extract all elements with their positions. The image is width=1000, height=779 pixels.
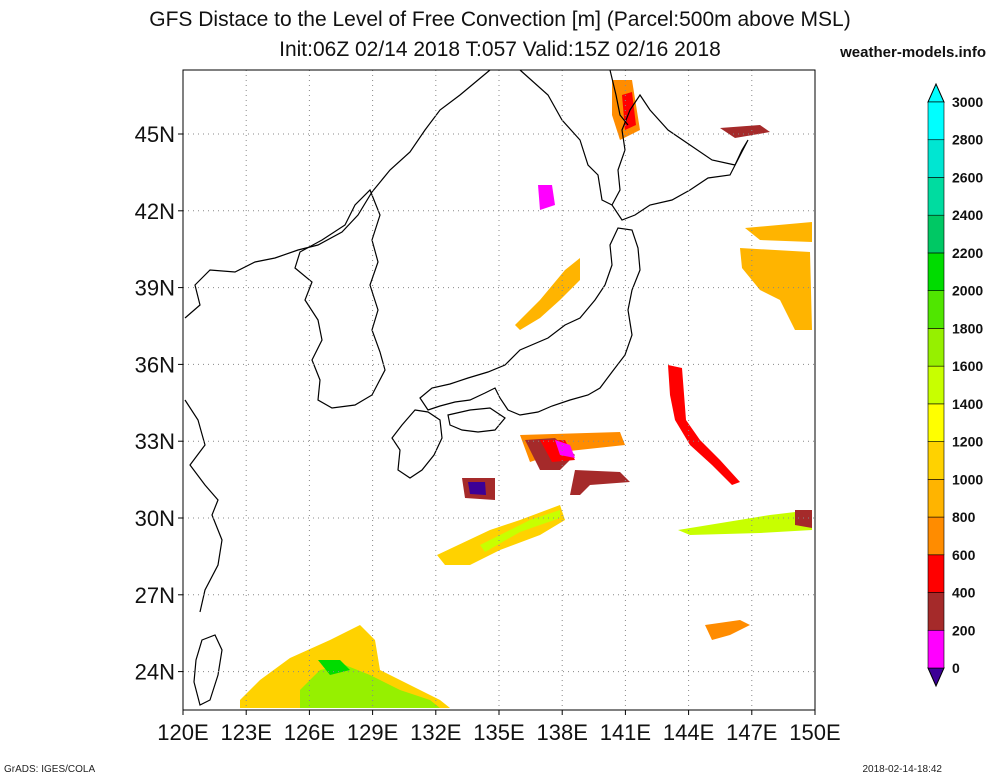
title-line-2: Init:06Z 02/14 2018 T:057 Valid:15Z 02/1… bbox=[279, 38, 721, 61]
lat-tick-label: 39N bbox=[135, 276, 175, 301]
lon-tick-label: 141E bbox=[600, 720, 651, 745]
lfc-patch bbox=[480, 510, 560, 552]
colorbar-label: 1400 bbox=[952, 396, 983, 412]
colorbar-label: 1200 bbox=[952, 434, 983, 450]
lfc-patch bbox=[468, 482, 486, 495]
lon-tick-label: 138E bbox=[537, 720, 588, 745]
lfc-patch bbox=[570, 470, 630, 495]
colorbar-label: 600 bbox=[952, 547, 976, 563]
colorbar-label: 1000 bbox=[952, 471, 983, 487]
lfc-patch bbox=[515, 258, 580, 330]
lfc-patch bbox=[555, 440, 575, 458]
colorbar-segment bbox=[927, 479, 945, 518]
footer-credit: GrADS: IGES/COLA bbox=[4, 764, 96, 775]
colorbar-segment bbox=[927, 177, 945, 216]
lon-tick-label: 120E bbox=[157, 720, 208, 745]
coast-china-south bbox=[184, 399, 223, 613]
lfc-field bbox=[240, 80, 812, 708]
colorbar-segment bbox=[927, 290, 945, 329]
lon-tick-label: 126E bbox=[284, 720, 335, 745]
colorbar-segment bbox=[927, 403, 945, 442]
colorbar-label: 2800 bbox=[952, 132, 983, 148]
lon-tick-label: 135E bbox=[473, 720, 524, 745]
colorbar-label: 400 bbox=[952, 585, 976, 601]
coast-taiwan bbox=[193, 634, 223, 706]
coast-honshu bbox=[419, 227, 641, 416]
colorbar-label: 2200 bbox=[952, 245, 983, 261]
colorbar: 0 200 400 600 800 1000 1200 1400 1600 1800 2000 220… bbox=[927, 82, 983, 688]
lat-tick-label: 30N bbox=[135, 506, 175, 531]
colorbar-under-arrow bbox=[927, 667, 945, 688]
lon-tick-label: 144E bbox=[663, 720, 714, 745]
colorbar-segment bbox=[927, 328, 945, 367]
colorbar-label: 200 bbox=[952, 622, 976, 638]
lfc-patch bbox=[740, 248, 812, 330]
site-label: weather-models.info bbox=[840, 44, 986, 61]
lfc-patch bbox=[678, 510, 812, 535]
colorbar-label: 0 bbox=[952, 660, 960, 676]
coastlines bbox=[184, 69, 749, 706]
lon-tick-label: 147E bbox=[726, 720, 777, 745]
lon-tick-label: 150E bbox=[789, 720, 840, 745]
colorbar-label: 1800 bbox=[952, 320, 983, 336]
lat-tick-label: 24N bbox=[135, 660, 175, 685]
lfc-patch bbox=[668, 365, 740, 485]
coast-kyushu bbox=[391, 409, 443, 479]
coast-korea bbox=[294, 188, 386, 409]
lfc-patch bbox=[318, 660, 350, 675]
lon-axis: 120E 123E 126E 129E 132E 135E 138E 141E 144E 147E… bbox=[157, 710, 841, 745]
colorbar-segment bbox=[927, 516, 945, 556]
footer-timestamp: 2018-02-14-18:42 bbox=[862, 764, 942, 775]
colorbar-label: 2400 bbox=[952, 207, 983, 223]
coast-hokkaido bbox=[611, 93, 749, 221]
colorbar-label: 3000 bbox=[952, 94, 983, 110]
colorbar-label: 2600 bbox=[952, 169, 983, 185]
lfc-patch bbox=[300, 665, 440, 708]
lfc-patch bbox=[720, 125, 770, 138]
lat-axis: 24N 27N 30N 33N 36N 39N 42N 45N bbox=[135, 122, 183, 685]
colorbar-label: 2000 bbox=[952, 283, 983, 299]
lon-tick-label: 129E bbox=[347, 720, 398, 745]
grid-lines bbox=[183, 70, 815, 710]
colorbar-segment bbox=[927, 214, 945, 254]
colorbar-segment bbox=[927, 101, 945, 141]
title-line-1: GFS Distace to the Level of Free Convect… bbox=[149, 8, 851, 31]
colorbar-label: 800 bbox=[952, 509, 976, 525]
lat-tick-label: 45N bbox=[135, 122, 175, 147]
lfc-patch bbox=[745, 222, 812, 242]
colorbar-segment bbox=[927, 629, 945, 669]
coast-shikoku bbox=[447, 407, 506, 433]
lfc-patch bbox=[795, 510, 812, 528]
lat-tick-label: 27N bbox=[135, 583, 175, 608]
colorbar-over-arrow bbox=[927, 82, 945, 103]
lon-tick-label: 123E bbox=[221, 720, 272, 745]
lfc-patch bbox=[705, 620, 750, 640]
coast-sakhalin bbox=[609, 69, 629, 126]
colorbar-segment bbox=[927, 441, 945, 480]
colorbar-segment bbox=[927, 365, 945, 405]
lfc-patch bbox=[538, 185, 555, 210]
lat-tick-label: 42N bbox=[135, 199, 175, 224]
colorbar-label: 1600 bbox=[952, 358, 983, 374]
lon-tick-label: 132E bbox=[410, 720, 461, 745]
colorbar-segment bbox=[927, 554, 945, 593]
colorbar-segment bbox=[927, 139, 945, 178]
lat-tick-label: 36N bbox=[135, 352, 175, 377]
lat-tick-label: 33N bbox=[135, 429, 175, 454]
colorbar-segment bbox=[927, 592, 945, 631]
coast-mainland bbox=[184, 69, 613, 319]
colorbar-segment bbox=[927, 252, 945, 291]
